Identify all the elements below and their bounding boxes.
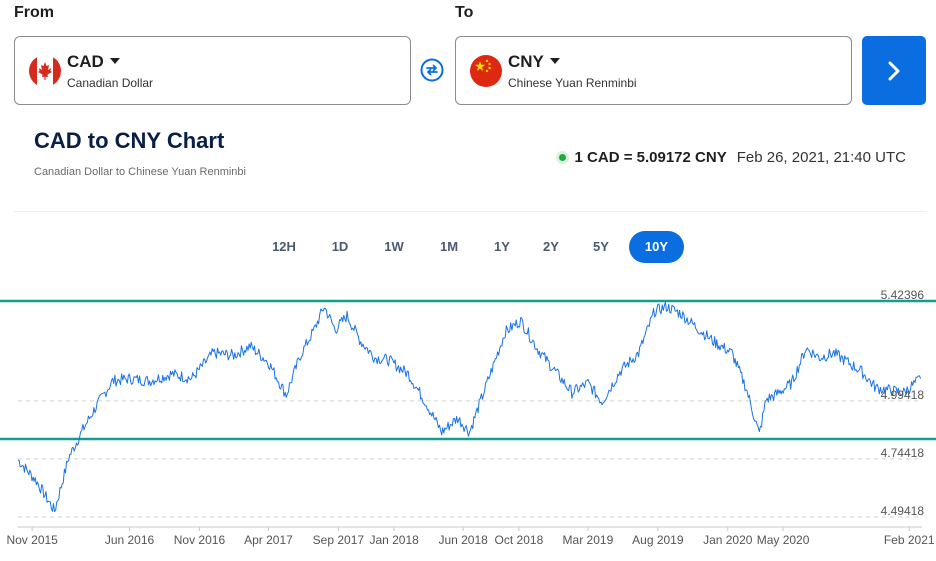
range-1y[interactable]: 1Y bbox=[494, 239, 510, 254]
canada-flag-icon bbox=[29, 55, 61, 87]
y-tick-label-0: 5.42396 bbox=[881, 288, 925, 302]
to-currency-select[interactable]: CNY Chinese Yuan Renminbi bbox=[455, 36, 852, 105]
range-1m[interactable]: 1M bbox=[439, 239, 459, 254]
chart-title: CAD to CNY Chart bbox=[34, 128, 225, 153]
range-1w[interactable]: 1W bbox=[384, 239, 404, 254]
chevron-right-icon bbox=[888, 61, 900, 80]
convert-button[interactable] bbox=[862, 36, 926, 105]
x-tick-label-6: Jun 2018 bbox=[438, 533, 488, 547]
to-currency-name: Chinese Yuan Renminbi bbox=[508, 76, 637, 90]
range-10y[interactable]: 10Y bbox=[629, 231, 684, 263]
chevron-down-icon bbox=[549, 57, 560, 64]
chart-subtitle: Canadian Dollar to Chinese Yuan Renminbi bbox=[34, 166, 246, 178]
x-axis: Nov 2015 Jun 2016 Nov 2016 Apr 2017 Sep 2017… bbox=[6, 527, 935, 547]
x-tick-label-11: May 2020 bbox=[757, 533, 810, 547]
x-tick-label-9: Aug 2019 bbox=[632, 533, 684, 547]
y-axis: 5.42396 4.99418 4.74418 4.49418 bbox=[881, 288, 925, 518]
time-range-selector: 12H 1D 1W 1M 1Y 2Y 5Y 10Y bbox=[0, 231, 936, 263]
y-tick-label-1: 4.99418 bbox=[881, 388, 925, 402]
x-tick-label-1: Jun 2016 bbox=[105, 533, 155, 547]
range-2y[interactable]: 2Y bbox=[543, 239, 559, 254]
x-tick-label-8: Mar 2019 bbox=[563, 533, 614, 547]
to-label: To bbox=[455, 4, 474, 21]
x-tick-label-3: Apr 2017 bbox=[244, 533, 293, 547]
exchange-rate-chart: 5.42396 4.99418 4.74418 4.49418 Nov 2015 Jun… bbox=[0, 288, 936, 547]
divider bbox=[14, 211, 926, 212]
x-tick-label-2: Nov 2016 bbox=[174, 533, 226, 547]
live-status-dot bbox=[558, 154, 566, 161]
x-tick-label-5: Jan 2018 bbox=[369, 533, 419, 547]
range-1d[interactable]: 1D bbox=[331, 239, 349, 254]
band-lines bbox=[0, 299, 936, 441]
x-tick-label-4: Sep 2017 bbox=[313, 533, 365, 547]
china-flag-icon bbox=[470, 55, 502, 87]
x-tick-label-0: Nov 2015 bbox=[6, 533, 58, 547]
rate-timestamp: Feb 26, 2021, 21:40 UTC bbox=[736, 149, 906, 166]
from-label: From bbox=[14, 4, 54, 21]
from-currency-code: CAD bbox=[67, 52, 104, 71]
cad-cny-series-line bbox=[17, 301, 922, 513]
x-tick-label-10: Jan 2020 bbox=[703, 533, 753, 547]
y-tick-label-2: 4.74418 bbox=[881, 446, 925, 460]
from-currency-name: Canadian Dollar bbox=[67, 76, 154, 90]
range-5y[interactable]: 5Y bbox=[593, 239, 609, 254]
y-tick-label-3: 4.49418 bbox=[881, 504, 925, 518]
swap-arrows-icon[interactable] bbox=[420, 58, 444, 82]
chart-grid bbox=[18, 300, 922, 528]
x-tick-label-7: Oct 2018 bbox=[495, 533, 544, 547]
current-rate: 1 CAD = 5.09172 CNY Feb 26, 2021, 21:40 … bbox=[558, 149, 906, 166]
chevron-down-icon bbox=[109, 57, 120, 64]
range-12h[interactable]: 12H bbox=[272, 239, 296, 254]
x-tick-label-12: Feb 2021 bbox=[884, 533, 935, 547]
to-currency-code: CNY bbox=[508, 52, 544, 71]
rate-value: 1 CAD = 5.09172 CNY bbox=[574, 149, 727, 166]
from-currency-select[interactable]: CAD Canadian Dollar bbox=[14, 36, 411, 105]
